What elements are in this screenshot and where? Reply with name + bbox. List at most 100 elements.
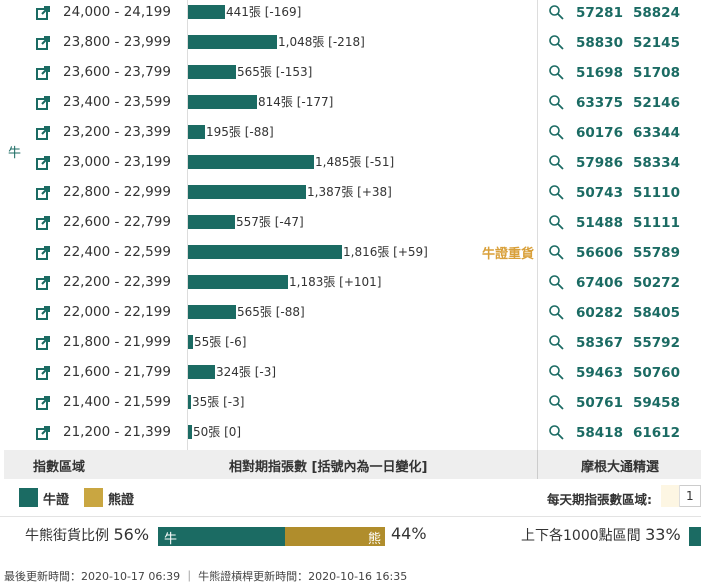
table-row: 23,200 - 23,399 195張 [-88] 60176 63344 [0,118,701,148]
warrant-code-link[interactable]: 58418 [576,425,623,441]
index-range: 23,000 - 23,199 [63,154,171,170]
contracts-value: 814張 [-177] [258,95,334,109]
warrant-code-link[interactable]: 61612 [633,425,680,441]
cbbc-heavy-label: 牛證重貨 [482,247,535,262]
warrant-code-link[interactable]: 56606 [576,245,623,261]
search-icon[interactable] [548,424,564,440]
index-range: 22,400 - 22,599 [63,244,171,260]
external-link-icon[interactable] [36,396,50,410]
external-link-icon[interactable] [36,366,50,380]
warrant-code-link[interactable]: 59458 [633,395,680,411]
contracts-value: 50張 [0] [193,425,242,439]
search-icon[interactable] [548,334,564,350]
search-icon[interactable] [548,4,564,20]
warrant-code-link[interactable]: 57281 [576,5,623,21]
table-row: 23,600 - 23,799 565張 [-153] 51698 51708 [0,58,701,88]
table-row: 21,600 - 21,799 324張 [-3] 59463 50760 [0,358,701,388]
index-range: 22,800 - 22,999 [63,184,171,200]
external-link-icon[interactable] [36,96,50,110]
warrant-code-link[interactable]: 52145 [633,35,680,51]
header-jpm-picks: 摩根大通精選 [581,460,660,475]
search-icon[interactable] [548,94,564,110]
contracts-bar [188,305,236,319]
search-icon[interactable] [548,394,564,410]
warrant-code-link[interactable]: 58824 [633,5,680,21]
ratio-text: 牛熊街貨比例 [25,528,109,544]
warrant-code-link[interactable]: 58367 [576,335,623,351]
contracts-value: 1,183張 [+101] [289,275,382,289]
warrant-code-link[interactable]: 50761 [576,395,623,411]
warrant-code-link[interactable]: 60282 [576,305,623,321]
table-row: 22,000 - 22,199 565張 [-88] 60282 58405 [0,298,701,328]
warrant-code-link[interactable]: 51708 [633,65,680,81]
bull-ratio-tag: 牛 [164,532,178,547]
updown-text: 上下各1000點區間 [521,528,641,544]
external-link-icon[interactable] [36,216,50,230]
warrant-code-link[interactable]: 58334 [633,155,680,171]
warrant-code-link[interactable]: 55792 [633,335,680,351]
table-row: 22,400 - 22,599 1,816張 [+59] 56606 55789 [0,238,701,268]
index-range: 22,200 - 22,399 [63,274,171,290]
contracts-bar [188,95,257,109]
external-link-icon[interactable] [36,426,50,440]
table-row: 21,800 - 21,999 55張 [-6] 58367 55792 [0,328,701,358]
search-icon[interactable] [548,274,564,290]
search-icon[interactable] [548,154,564,170]
external-link-icon[interactable] [36,306,50,320]
search-icon[interactable] [548,304,564,320]
bull-ratio-pct: 56% [113,525,150,544]
contracts-bar [188,365,215,379]
warrant-code-link[interactable]: 51488 [576,215,623,231]
search-icon[interactable] [548,64,564,80]
search-icon[interactable] [548,244,564,260]
index-range: 23,800 - 23,999 [63,34,171,50]
warrant-code-link[interactable]: 60176 [576,125,623,141]
external-link-icon[interactable] [36,246,50,260]
external-link-icon[interactable] [36,336,50,350]
warrant-code-link[interactable]: 55789 [633,245,680,261]
warrant-code-link[interactable]: 51111 [633,215,680,231]
search-icon[interactable] [548,214,564,230]
table-header [4,450,701,479]
bear-ratio-pct: 44% [391,524,427,543]
warrant-code-link[interactable]: 63375 [576,95,623,111]
external-link-icon[interactable] [36,126,50,140]
warrant-code-link[interactable]: 57986 [576,155,623,171]
bar-axis-line [187,0,188,450]
warrant-code-link[interactable]: 51698 [576,65,623,81]
external-link-icon[interactable] [36,156,50,170]
contracts-value: 195張 [-88] [206,125,274,139]
warrant-code-link[interactable]: 58830 [576,35,623,51]
warrant-code-link[interactable]: 59463 [576,365,623,381]
external-link-icon[interactable] [36,186,50,200]
warrant-code-link[interactable]: 63344 [633,125,680,141]
warrant-code-link[interactable]: 50272 [633,275,680,291]
daily-range-label: 每天期指張數區域: [547,492,652,507]
contracts-value: 557張 [-47] [236,215,304,229]
warrant-code-link[interactable]: 67406 [576,275,623,291]
search-icon[interactable] [548,184,564,200]
external-link-icon[interactable] [36,36,50,50]
external-link-icon[interactable] [36,276,50,290]
warrant-code-link[interactable]: 52146 [633,95,680,111]
header-divider [537,450,538,479]
daily-range-color-box[interactable] [661,485,680,507]
index-range: 23,600 - 23,799 [63,64,171,80]
search-icon[interactable] [548,34,564,50]
bull-bear-ratio-bar: 牛 熊 [158,527,385,547]
contracts-bar [188,245,342,259]
warrant-code-link[interactable]: 51110 [633,185,680,201]
bear-legend-swatch [84,488,103,507]
table-row: 22,600 - 22,799 557張 [-47] 51488 51111 [0,208,701,238]
search-icon[interactable] [548,364,564,380]
updown-range-bar [689,527,701,546]
external-link-icon[interactable] [36,66,50,80]
external-link-icon[interactable] [36,6,50,20]
header-index-range: 指數區域 [33,460,86,475]
warrant-code-link[interactable]: 50760 [633,365,680,381]
index-range: 23,400 - 23,599 [63,94,171,110]
warrant-code-link[interactable]: 50743 [576,185,623,201]
search-icon[interactable] [548,124,564,140]
warrant-code-link[interactable]: 58405 [633,305,680,321]
index-range: 23,200 - 23,399 [63,124,171,140]
